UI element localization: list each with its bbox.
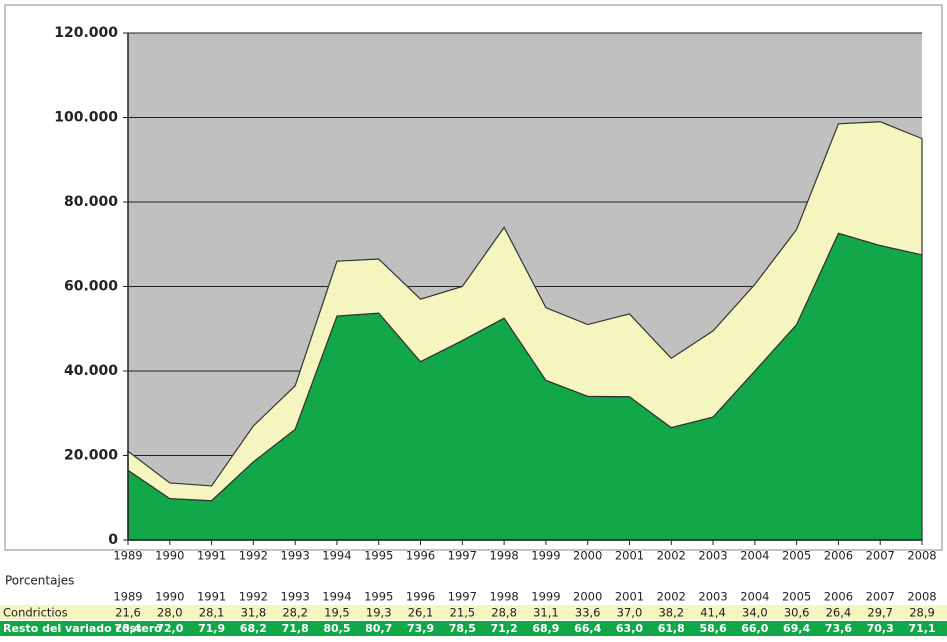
table-row-label: Resto del variado costero: [3, 622, 162, 635]
table-cell: 29,7: [867, 606, 893, 620]
table-cell: 26,1: [408, 606, 434, 620]
table-row-bg: [0, 621, 947, 636]
x-tick-label: 2000: [573, 549, 602, 563]
table-year: 2000: [573, 590, 602, 604]
table-year: 1996: [406, 590, 435, 604]
table-cell: 21,6: [115, 606, 141, 620]
x-tick-label: 2004: [740, 549, 769, 563]
x-tick-label: 1999: [531, 549, 560, 563]
table-cell: 80,7: [365, 622, 392, 635]
table-row-label: Condrictios: [3, 606, 68, 620]
x-tick-label: 1991: [197, 549, 226, 563]
table-year: 1992: [239, 590, 268, 604]
table-year: 2006: [824, 590, 853, 604]
table-year: 2002: [657, 590, 686, 604]
table-cell: 70,3: [867, 622, 894, 635]
x-tick-label: 2002: [657, 549, 686, 563]
table-cell: 61,8: [658, 622, 685, 635]
table-cell: 33,6: [575, 606, 601, 620]
table-year: 2001: [615, 590, 644, 604]
y-tick-label: 60.000: [64, 279, 118, 295]
table-cell: 38,2: [658, 606, 684, 620]
area: [127, 121, 923, 502]
table-cell: 71,2: [491, 622, 518, 635]
table-cell: 34,0: [742, 606, 768, 620]
table-year: 1998: [489, 590, 518, 604]
x-tick-label: 2003: [698, 549, 727, 563]
table-cell: 37,0: [617, 606, 643, 620]
table-year: 1994: [322, 590, 351, 604]
table-year: 1993: [281, 590, 310, 604]
x-tick-label: 1990: [155, 549, 184, 563]
table-year: 1989: [113, 590, 142, 604]
table-cell: 73,9: [407, 622, 434, 635]
x-tick-label: 1989: [113, 549, 142, 563]
y-tick-label: 40.000: [64, 363, 118, 379]
x-tick-label: 1996: [406, 549, 435, 563]
x-tick-label: 2008: [907, 549, 936, 563]
table-cell: 31,1: [533, 606, 559, 620]
table-cell: 28,0: [157, 606, 183, 620]
x-tick-label: 1997: [448, 549, 477, 563]
table-year: 2007: [866, 590, 895, 604]
table-cell: 28,2: [282, 606, 308, 620]
table-cell: 78,4: [114, 622, 141, 635]
table-cell: 30,6: [784, 606, 810, 620]
y-tick-label: 100.000: [54, 110, 118, 126]
table-year: 1991: [197, 590, 226, 604]
table-year: 1995: [364, 590, 393, 604]
x-tick-label: 1998: [489, 549, 518, 563]
table-cell: 71,1: [908, 622, 935, 635]
table-cell: 63,0: [616, 622, 643, 635]
x-tick-label: 1995: [364, 549, 393, 563]
table-cell: 71,9: [198, 622, 225, 635]
y-tick-label: 80.000: [64, 194, 118, 210]
table-cell: 28,1: [199, 606, 225, 620]
x-tick-label: 2006: [824, 549, 853, 563]
table-year: 1990: [155, 590, 184, 604]
x-tick-label: 1992: [239, 549, 268, 563]
table-cell: 26,4: [826, 606, 852, 620]
y-tick-label: 120.000: [54, 25, 118, 41]
table-cell: 41,4: [700, 606, 726, 620]
table-cell: 31,8: [241, 606, 267, 620]
x-tick-label: 2007: [866, 549, 895, 563]
table-cell: 28,8: [491, 606, 517, 620]
table-year: 2003: [698, 590, 727, 604]
table-cell: 78,5: [449, 622, 476, 635]
table-cell: 73,6: [825, 622, 852, 635]
table-row-bg: [0, 605, 947, 620]
table-cell: 68,2: [240, 622, 267, 635]
table-cell: 66,4: [574, 622, 601, 635]
table-title: Porcentajes: [5, 574, 74, 588]
table-cell: 58,6: [699, 622, 726, 635]
x-tick-label: 2001: [615, 549, 644, 563]
chart-frame: [4, 4, 943, 551]
table-cell: 28,9: [909, 606, 935, 620]
table-year: 2005: [782, 590, 811, 604]
table-cell: 68,9: [532, 622, 559, 635]
x-tick-label: 1994: [322, 549, 351, 563]
x-tick-label: 2005: [782, 549, 811, 563]
table-year: 1999: [531, 590, 560, 604]
x-tick-label: 1993: [281, 549, 310, 563]
table-cell: 71,8: [282, 622, 309, 635]
table-year: 2004: [740, 590, 769, 604]
table-cell: 69,4: [783, 622, 810, 635]
table-cell: 80,5: [323, 622, 350, 635]
y-tick-label: 0: [108, 532, 118, 548]
table-year: 1997: [448, 590, 477, 604]
table-year: 2008: [907, 590, 936, 604]
table-cell: 66,0: [741, 622, 768, 635]
table-cell: 21,5: [450, 606, 476, 620]
table-cell: 19,5: [324, 606, 350, 620]
table-cell: 19,3: [366, 606, 392, 620]
y-tick-label: 20.000: [64, 448, 118, 464]
table-cell: 72,0: [156, 622, 183, 635]
